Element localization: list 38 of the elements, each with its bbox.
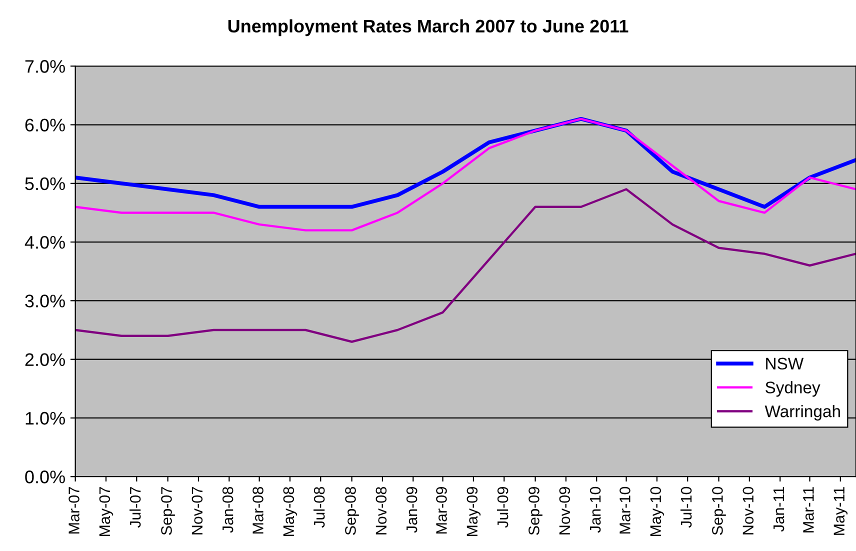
x-tick-label: Mar-09 xyxy=(436,487,447,534)
x-tick-label: May-10 xyxy=(650,486,664,536)
x-tick-label: Sep-09 xyxy=(528,487,542,535)
x-tick-label: Jul-09 xyxy=(497,487,508,528)
x-tick-label: May-09 xyxy=(466,487,481,536)
legend-label: Warringah xyxy=(764,405,840,421)
x-tick-label: Jan-09 xyxy=(406,487,418,533)
chart-title: Unemployment Rates March 2007 to June 2011 xyxy=(228,19,628,36)
x-tick-label: Jul-08 xyxy=(314,487,325,528)
x-tick-label: Mar-10 xyxy=(620,486,630,534)
y-tick-label: 3.0% xyxy=(25,294,65,308)
x-tick-label: May-07 xyxy=(99,487,114,536)
y-tick-label: 5.0% xyxy=(25,177,65,190)
x-tick-label: Mar-11 xyxy=(803,487,814,532)
x-tick-label: Jul-10 xyxy=(680,486,692,528)
x-tick-label: Nov-10 xyxy=(742,486,754,534)
x-tick-label: Mar-07 xyxy=(68,487,80,534)
x-tick-label: Sep-07 xyxy=(161,487,175,535)
y-tick-label: 6.0% xyxy=(25,118,65,132)
y-tick-label: 7.0% xyxy=(25,60,65,73)
y-tick-label: 1.0% xyxy=(26,412,65,425)
x-tick-label: May-11 xyxy=(834,487,848,535)
x-tick-label: Jan-11 xyxy=(774,487,784,532)
x-tick-label: Mar-08 xyxy=(252,486,264,534)
y-tick-label: 4.0% xyxy=(24,236,65,249)
x-tick-label: Sep-10 xyxy=(712,486,726,535)
x-tick-label: Nov-09 xyxy=(559,487,570,534)
x-tick-label: May-08 xyxy=(283,487,298,536)
x-tick-label: Nov-08 xyxy=(376,487,387,534)
x-tick-label: Jul-07 xyxy=(130,487,141,528)
legend-label: NSW xyxy=(766,358,804,370)
x-tick-label: Nov-07 xyxy=(192,487,203,534)
legend-label: Sydney xyxy=(766,381,820,397)
y-tick-label: 0.0% xyxy=(25,470,65,484)
y-tick-label: 2.0% xyxy=(25,353,65,366)
x-tick-label: Jan-08 xyxy=(222,487,234,533)
x-tick-label: Jan-10 xyxy=(590,486,601,533)
x-tick-label: Sep-08 xyxy=(345,487,359,535)
